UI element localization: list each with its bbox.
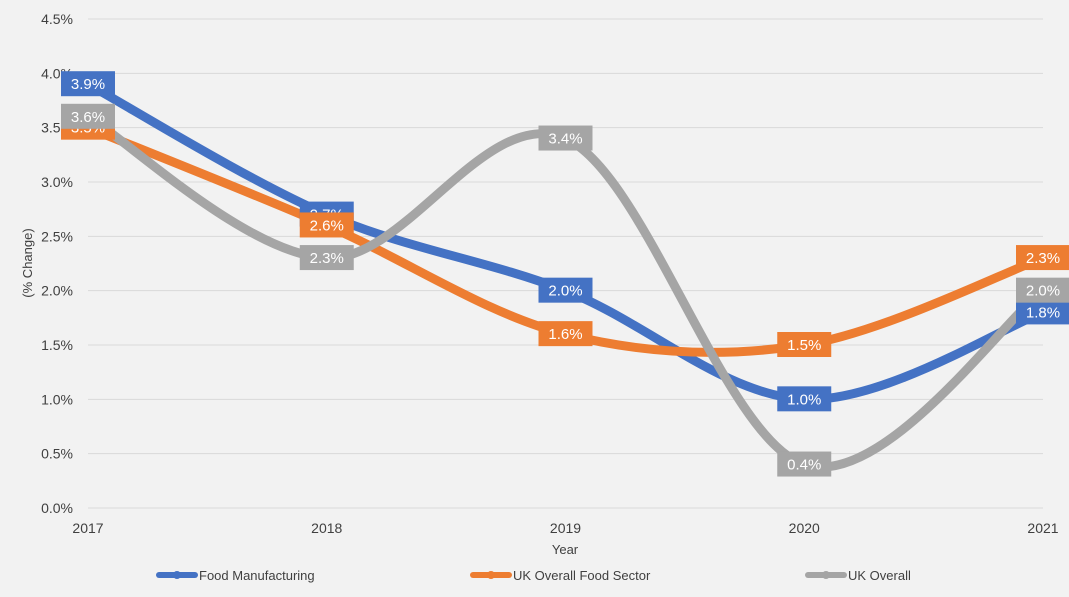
x-tick-label: 2019 [550, 520, 581, 536]
data-label-text: 1.6% [548, 326, 582, 343]
data-label-text: 3.9% [71, 76, 105, 93]
data-label: 1.5% [777, 332, 832, 357]
data-label-box [1016, 245, 1069, 271]
data-label-text: 0.4% [787, 457, 821, 474]
data-label-box [299, 212, 354, 238]
y-tick-label: 1.0% [41, 391, 73, 407]
data-label: 2.3% [1016, 245, 1069, 271]
data-label-box [538, 321, 593, 347]
data-label: 2.3% [299, 245, 354, 271]
data-label-text: 1.0% [787, 391, 821, 408]
y-axis-title: (% Change) [20, 228, 35, 297]
legend-marker [173, 571, 181, 579]
data-label: 3.4% [538, 125, 593, 151]
data-label: 1.6% [538, 321, 593, 347]
data-label: 3.6% [61, 103, 115, 129]
y-axis: 0.0%0.5%1.0%1.5%2.0%2.5%3.0%3.5%4.0%4.5% [41, 11, 73, 516]
data-label: 2.0% [538, 277, 593, 303]
data-label: 3.9% [61, 71, 115, 97]
data-label-box [61, 103, 115, 129]
legend-item: UK Overall Food Sector [470, 568, 651, 583]
data-label-box [777, 386, 832, 412]
data-label-text: 1.8% [1026, 304, 1060, 321]
legend-item: UK Overall [805, 568, 911, 583]
data-label-text: 2.3% [310, 250, 344, 267]
x-axis-title: Year [552, 542, 579, 557]
data-label-box [299, 245, 354, 271]
data-label-box [777, 332, 832, 357]
y-tick-label: 2.5% [41, 228, 73, 244]
data-label: 0.4% [777, 451, 832, 477]
x-tick-label: 2017 [72, 520, 103, 536]
y-tick-label: 0.0% [41, 500, 73, 516]
legend: Food Manufacturing UK Overall Food Sector… [156, 568, 911, 583]
legend-item: Food Manufacturing [156, 568, 315, 583]
data-label: 2.6% [299, 212, 354, 238]
data-label-text: 2.0% [548, 283, 582, 300]
y-tick-label: 3.0% [41, 174, 73, 190]
data-label-box [1016, 277, 1069, 303]
data-label-box [777, 451, 832, 477]
data-label: 2.0% [1016, 277, 1069, 303]
data-label-text: 2.0% [1026, 283, 1060, 300]
data-label-text: 2.6% [310, 217, 344, 234]
legend-marker [822, 571, 830, 579]
data-label-box [538, 125, 593, 151]
data-labels: 3.9%2.7%2.0%1.0%1.8%3.5%2.6%1.6%1.5%2.3%… [61, 71, 1069, 477]
y-tick-label: 1.5% [41, 337, 73, 353]
data-label-text: 1.5% [787, 337, 821, 354]
data-label-text: 3.4% [548, 131, 582, 148]
x-tick-label: 2021 [1027, 520, 1058, 536]
data-label-box [61, 71, 115, 97]
legend-marker [487, 571, 495, 579]
x-tick-label: 2020 [789, 520, 820, 536]
data-label-box [1016, 299, 1069, 325]
data-label-text: 3.6% [71, 109, 105, 126]
y-tick-label: 2.0% [41, 283, 73, 299]
data-label: 1.8% [1016, 299, 1069, 325]
x-tick-label: 2018 [311, 520, 342, 536]
legend-label: Food Manufacturing [199, 568, 315, 583]
y-tick-label: 4.5% [41, 11, 73, 27]
y-tick-label: 0.5% [41, 446, 73, 462]
x-axis: 2017 2018 2019 2020 2021 [72, 520, 1058, 536]
legend-label: UK Overall [848, 568, 911, 583]
data-label-box [538, 277, 593, 303]
data-label: 1.0% [777, 386, 832, 412]
legend-label: UK Overall Food Sector [513, 568, 651, 583]
data-label-text: 2.3% [1026, 250, 1060, 267]
